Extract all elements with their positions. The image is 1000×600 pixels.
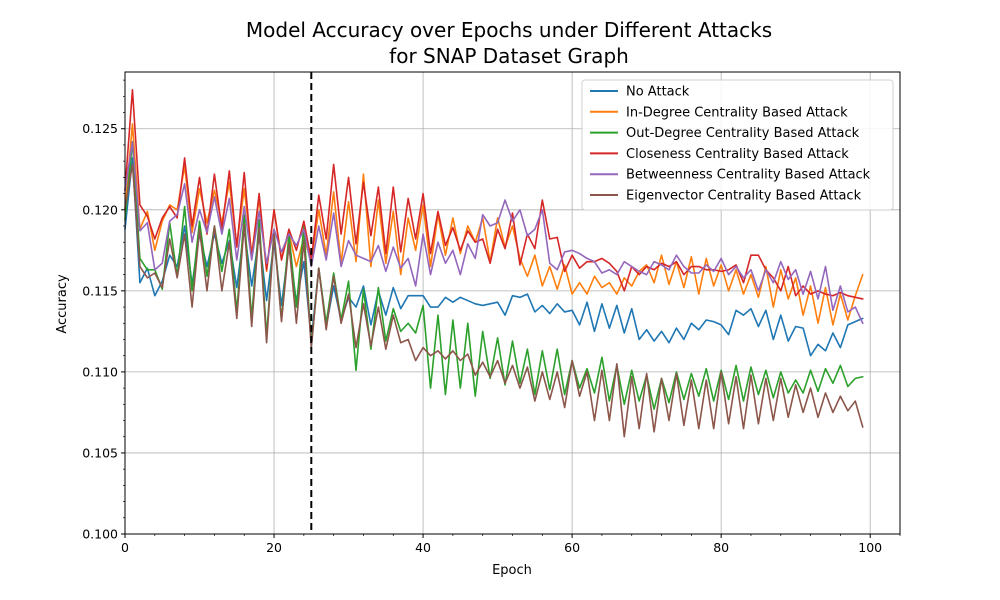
series-line-5 bbox=[124, 163, 864, 438]
y-tick-label: 0.100 bbox=[82, 527, 118, 542]
x-tick-label: 100 bbox=[858, 540, 882, 555]
x-tick-label: 0 bbox=[121, 540, 129, 555]
x-tick-label: 60 bbox=[564, 540, 580, 555]
series-line-4 bbox=[124, 140, 864, 325]
legend-label: Betweenness Centrality Based Attack bbox=[626, 168, 871, 183]
y-tick-label: 0.115 bbox=[82, 283, 118, 298]
x-tick-label: 80 bbox=[713, 540, 729, 555]
chart-title-line-2: for SNAP Dataset Graph bbox=[389, 44, 629, 68]
legend-box bbox=[581, 79, 894, 211]
legend: No Attack In-Degree Centrality Based Atta… bbox=[581, 79, 894, 211]
series-lines bbox=[124, 89, 864, 438]
x-axis-label: Epoch bbox=[492, 563, 532, 578]
y-axis-ticks: 0.100 0.105 0.110 0.115 0.120 0.125 bbox=[82, 79, 125, 542]
legend-label: Eigenvector Centrality Based Attack bbox=[626, 189, 862, 204]
legend-label: No Attack bbox=[626, 85, 690, 100]
legend-label: In-Degree Centrality Based Attack bbox=[626, 105, 848, 120]
y-tick-label: 0.105 bbox=[82, 445, 118, 460]
y-tick-label: 0.120 bbox=[82, 202, 118, 217]
chart-title-line-1: Model Accuracy over Epochs under Differe… bbox=[246, 18, 772, 42]
y-axis-label: Accuracy bbox=[55, 274, 70, 334]
x-tick-label: 20 bbox=[266, 540, 282, 555]
x-axis-ticks: 0 20 40 60 80 100 bbox=[121, 534, 901, 555]
legend-label: Out-Degree Centrality Based Attack bbox=[626, 126, 860, 141]
series-line-3 bbox=[124, 89, 864, 300]
y-tick-label: 0.125 bbox=[82, 121, 118, 136]
y-tick-label: 0.110 bbox=[82, 364, 118, 379]
x-tick-label: 40 bbox=[415, 540, 431, 555]
legend-label: Closeness Centrality Based Attack bbox=[626, 147, 849, 162]
